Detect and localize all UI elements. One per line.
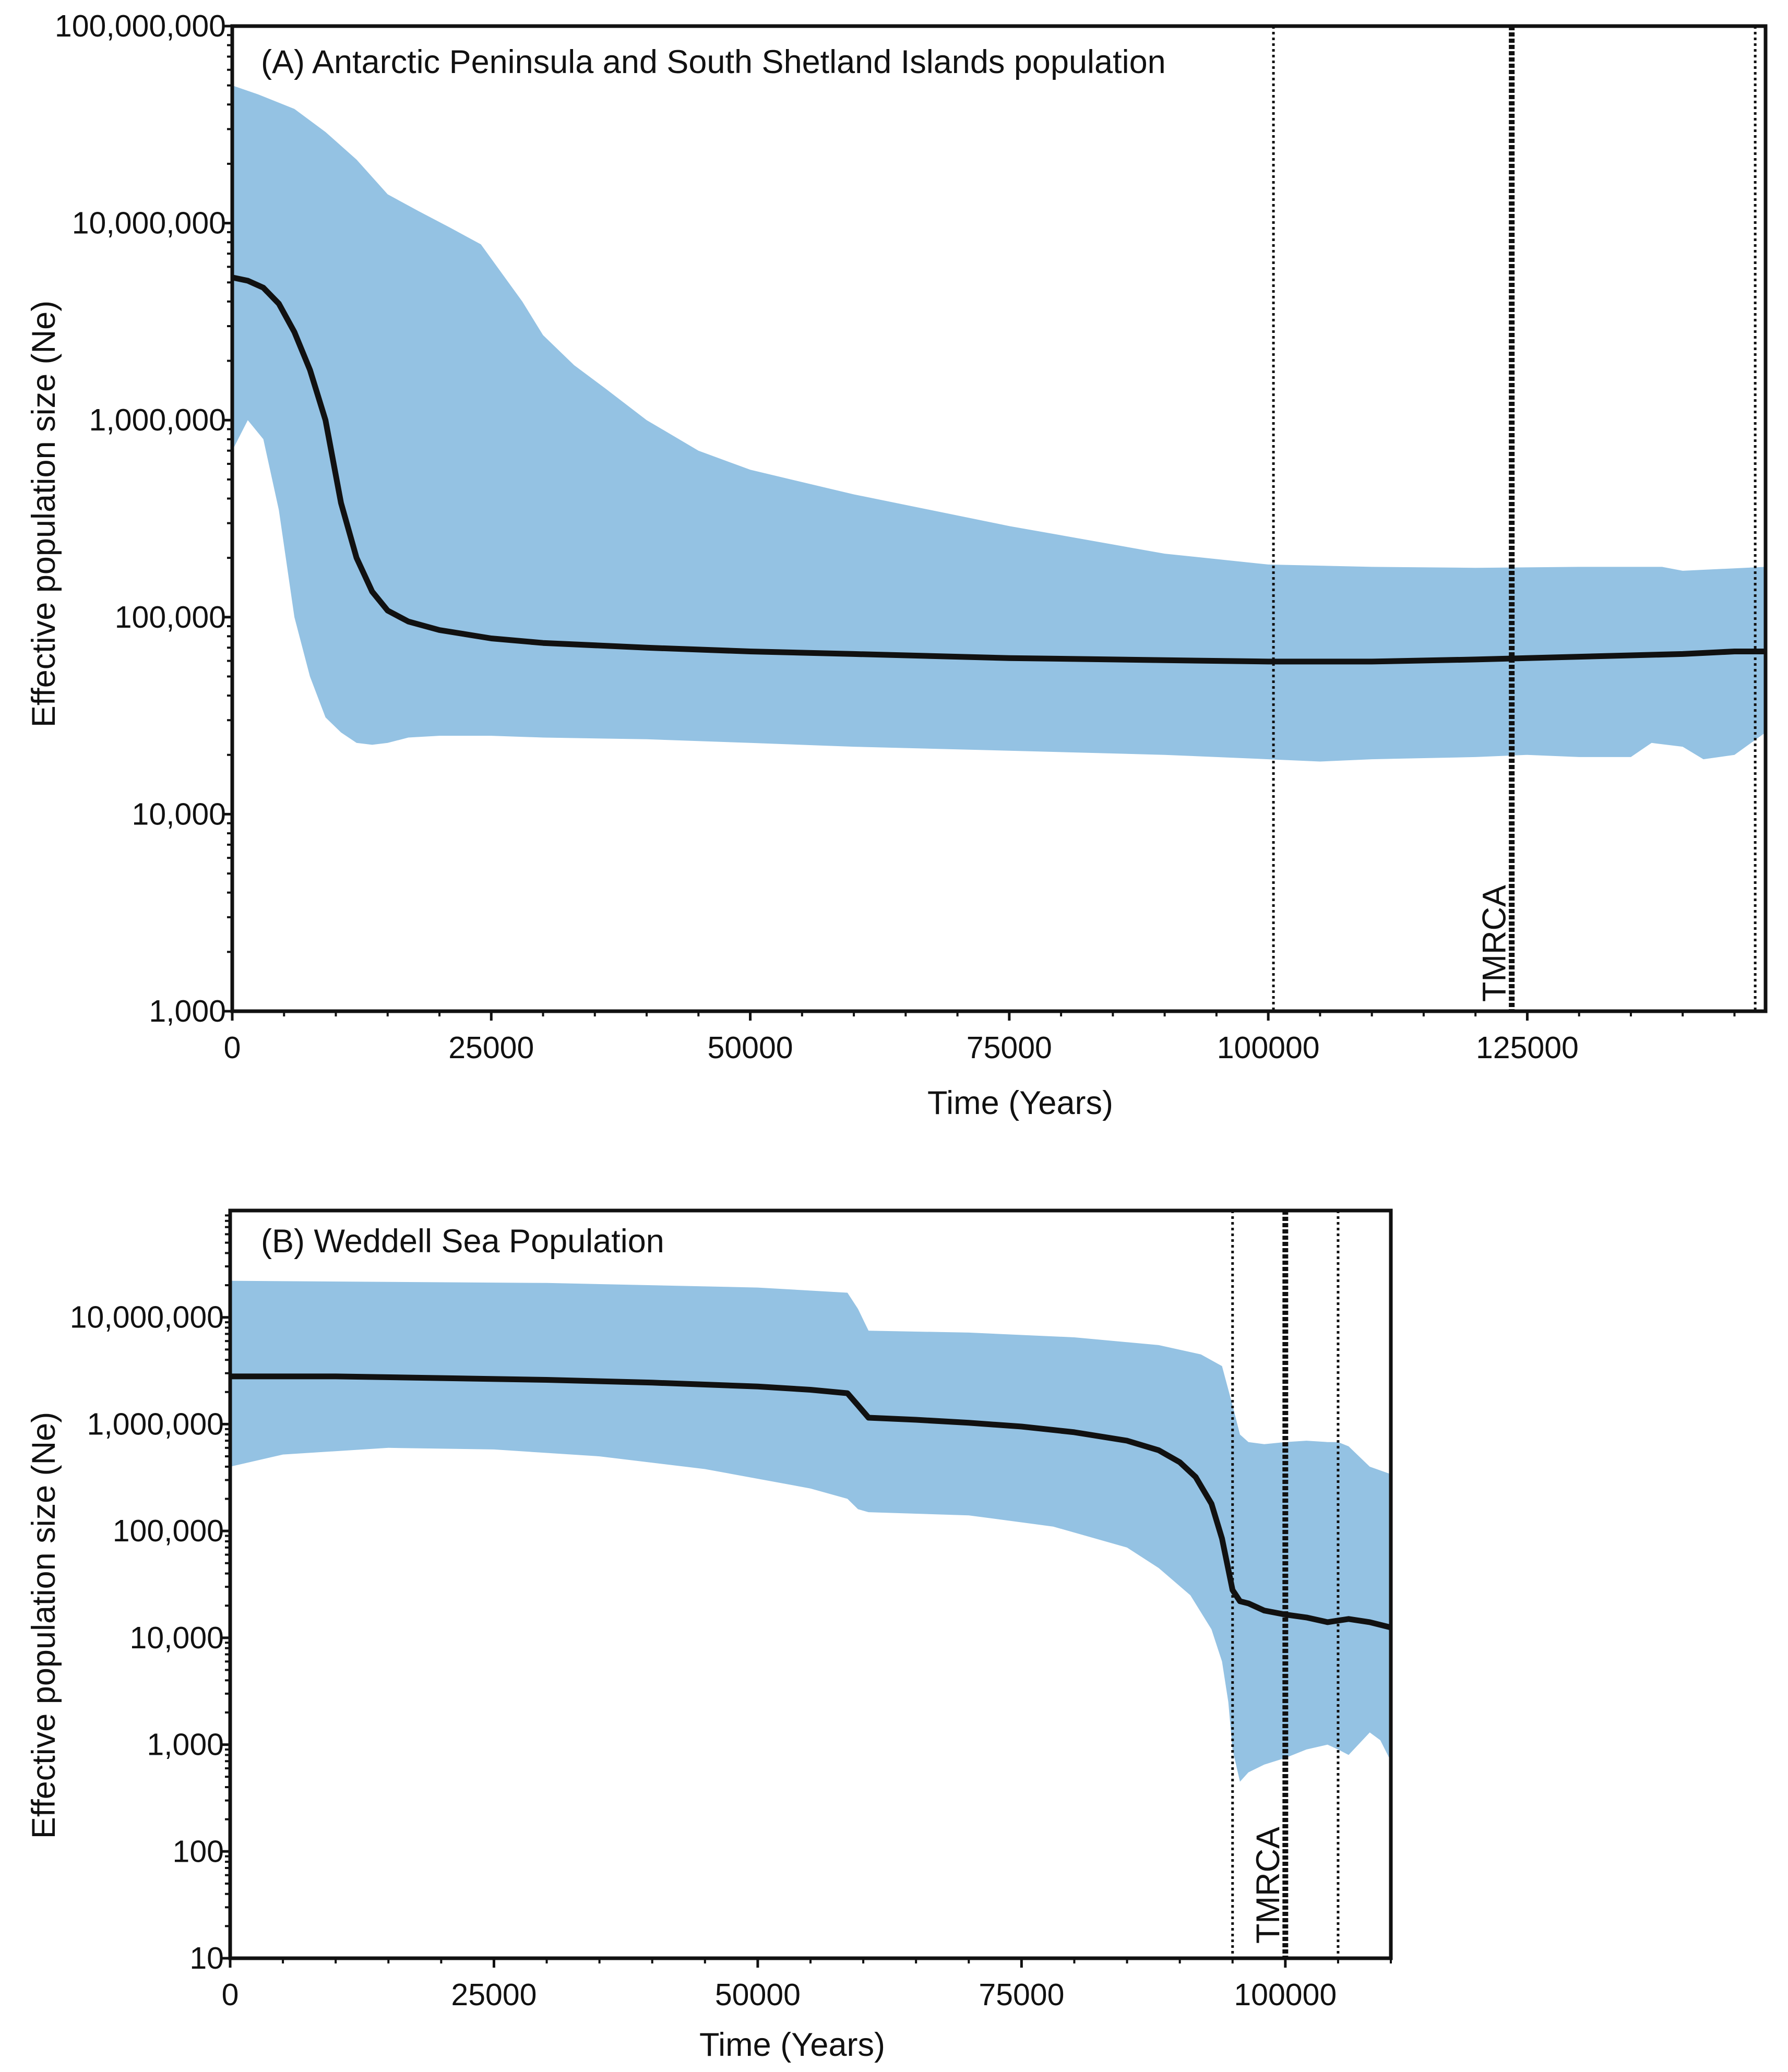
panel-a-y-axis-title: Effective population size (Ne)	[26, 301, 62, 727]
panel-a-plot-layer	[232, 26, 1766, 1011]
panel-a-x-tick-label: 0	[224, 1031, 241, 1065]
panel-b-title: (B) Weddell Sea Population	[261, 1223, 664, 1260]
panel-a-y-tick-label: 1,000	[149, 994, 226, 1028]
panel-b-y-tick-label: 10,000	[130, 1621, 224, 1655]
panel-b-y-tick-label: 1,000	[147, 1728, 224, 1762]
panel-a-tmrca-label: TMRCA	[1476, 885, 1513, 1002]
panel-b-x-tick-label: 25000	[451, 1978, 537, 2012]
panel-b-plot-layer	[230, 1211, 1391, 1958]
panel-b-y-tick-label: 100	[173, 1834, 224, 1869]
panel-a-x-tick-label: 125000	[1476, 1031, 1579, 1065]
panel-a-x-tick-label: 25000	[448, 1031, 534, 1065]
panel-a-hpd-band	[232, 85, 1766, 762]
panel-a-y-tick-label: 1,000,000	[89, 403, 226, 437]
panel-a-chart: TMRCA 0 25000 50000 75000 100000 125000 1,000 10…	[26, 9, 1768, 1121]
panel-b-plot-area: TMRCA 0 25000 50000 75000 100000 10 100 1,000 10,…	[70, 1208, 1393, 2012]
panel-a-x-tick-label: 50000	[708, 1031, 793, 1065]
panel-b-hpd-band	[230, 1280, 1391, 1782]
panel-b-tmrca-label: TMRCA	[1250, 1827, 1286, 1944]
panel-b-x-tick-label: 0	[222, 1978, 239, 2012]
panel-a-x-axis-title: Time (Years)	[927, 1085, 1113, 1121]
panel-b-y-tick-label: 1,000,000	[87, 1407, 224, 1441]
panel-b-y-tick-label: 100,000	[113, 1514, 224, 1548]
panel-b-x-tick-label: 75000	[979, 1978, 1064, 2012]
panel-b-chart: TMRCA 0 25000 50000 75000 100000 10 100 1,000 10,…	[26, 1208, 1393, 2063]
panel-b-y-tick-label: 10	[189, 1941, 224, 1975]
panel-a-median-line	[232, 274, 1766, 665]
panel-a-y-tick-label: 10,000,000	[72, 206, 226, 241]
panel-b-median-line	[230, 1373, 1391, 1631]
panel-a-y-tick-label: 100,000	[115, 600, 226, 634]
panel-a-frame	[230, 24, 1768, 1013]
panel-b-x-tick-label: 50000	[715, 1978, 801, 2012]
panel-a-x-tick-label: 100000	[1217, 1031, 1320, 1065]
panel-a-y-tick-label: 100,000,000	[55, 9, 226, 43]
panel-a-x-tick-label: 75000	[967, 1031, 1052, 1065]
panel-b-y-tick-label: 10,000,000	[70, 1300, 224, 1335]
panel-b-y-axis-title: Effective population size (Ne)	[26, 1412, 62, 1839]
panel-a-plot-area: TMRCA 0 25000 50000 75000 100000 125000 1,000 10…	[55, 9, 1768, 1065]
panel-b-x-axis-title: Time (Years)	[699, 2027, 885, 2063]
panel-a-y-tick-label: 10,000	[132, 797, 226, 831]
panel-b-x-tick-label: 100000	[1234, 1978, 1337, 2012]
panel-a-title: (A) Antarctic Peninsula and South Shetla…	[261, 44, 1166, 80]
